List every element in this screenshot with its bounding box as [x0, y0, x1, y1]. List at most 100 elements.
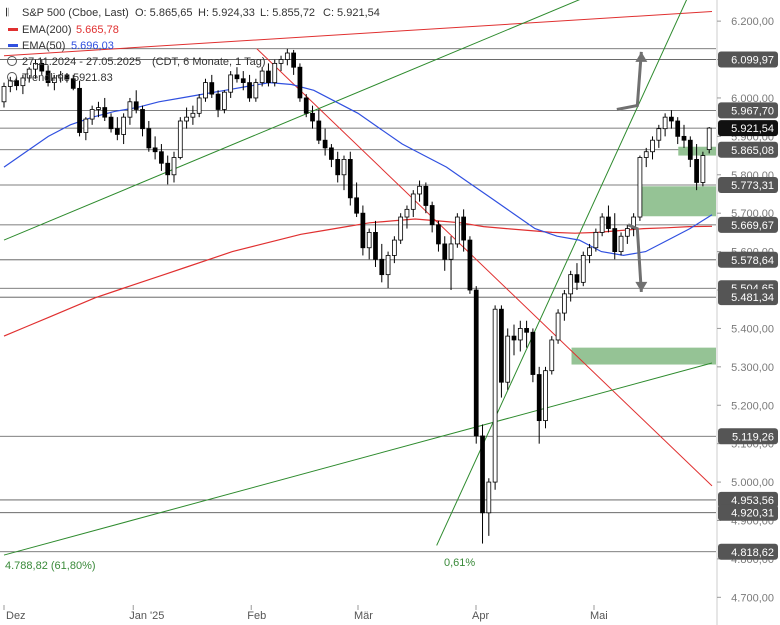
candle-body [33, 62, 38, 70]
candle [599, 213, 605, 237]
candle [177, 117, 183, 160]
price-tag [718, 428, 778, 445]
candle-body [203, 82, 208, 99]
candle [392, 236, 397, 264]
candle-body [543, 370, 548, 422]
candle-body [392, 239, 397, 256]
candle [618, 232, 624, 256]
candle-body [140, 109, 145, 130]
candle-body [612, 228, 618, 253]
price-tag-label: 5.921,54 [731, 123, 774, 135]
candle [77, 80, 82, 137]
price-tag-label: 5.578,64 [731, 255, 774, 267]
candle [643, 147, 649, 168]
candle-body [562, 293, 567, 314]
candle [511, 324, 517, 356]
x-tick-label: Apr [472, 610, 489, 622]
candle-body [52, 77, 57, 83]
candle [303, 94, 309, 118]
candle-body [398, 216, 404, 241]
candle-body [266, 70, 271, 83]
candle-body [675, 120, 681, 137]
candle-body [77, 87, 82, 133]
candle [562, 290, 567, 321]
candle-body [580, 255, 586, 283]
candle-body [373, 231, 378, 260]
ema50-line [3, 81, 713, 257]
candle-body [165, 162, 171, 176]
candle [322, 128, 328, 156]
candle-body [297, 66, 303, 99]
candle-body [524, 328, 529, 333]
candle [473, 286, 479, 444]
candle [121, 113, 126, 145]
candle [278, 55, 284, 72]
price-tag [718, 491, 778, 508]
candle [606, 205, 611, 233]
candle-body [114, 128, 120, 135]
candle [215, 90, 221, 118]
zone-rect [571, 347, 716, 365]
candle [417, 180, 422, 202]
trendline-long-red [3, 11, 713, 57]
horizontal-levels-layer [0, 48, 716, 553]
arrow-down-shaft [627, 223, 643, 293]
legend-ema50-swatch [8, 44, 18, 47]
legend-ema200-swatch [8, 28, 18, 31]
candle-body [209, 82, 215, 95]
candle [669, 110, 674, 129]
candle [159, 144, 164, 171]
price-tag-label: 5.967,70 [731, 105, 774, 117]
price-tag-label: 4.818,62 [731, 547, 774, 559]
candle [39, 59, 45, 75]
candle [341, 155, 347, 191]
candle-body [379, 258, 385, 276]
trendline-support-steep [436, 0, 688, 546]
candle [404, 205, 410, 229]
zones-layer [571, 146, 716, 365]
candle [196, 94, 202, 118]
price-tag [718, 102, 778, 119]
y-tick-label: 5.400,00 [731, 323, 774, 335]
price-tag [718, 177, 778, 194]
candle-body [259, 70, 265, 83]
candle-body [461, 216, 466, 241]
candle [70, 74, 76, 91]
candle [234, 67, 240, 83]
candle-body [385, 255, 391, 276]
candle-body [593, 231, 599, 249]
candle-body [555, 312, 561, 341]
candle-body [316, 120, 322, 141]
candle [580, 251, 586, 287]
zone-rect [638, 186, 716, 217]
candle [64, 72, 70, 83]
candle [114, 117, 120, 141]
candle [228, 71, 234, 98]
candle-body [643, 151, 649, 158]
header-open: O: 5.865,65 [135, 7, 193, 19]
trendline-resistance [256, 48, 713, 487]
candle-body [127, 101, 133, 118]
candle [329, 144, 334, 168]
candle [165, 155, 171, 185]
candle [461, 209, 466, 252]
candle-body [247, 82, 252, 99]
candle [687, 136, 693, 168]
candle-body [1, 86, 7, 103]
candle [587, 243, 592, 264]
candle-body [222, 91, 227, 110]
candle-body [70, 78, 76, 89]
candle [429, 201, 435, 233]
trendline-support-flat [3, 362, 713, 556]
candle-body [196, 97, 202, 114]
candle-body [366, 231, 372, 249]
candle [1, 82, 7, 108]
candle [706, 127, 712, 154]
candle-body [190, 112, 196, 118]
candle-body [687, 139, 693, 160]
candle-body [329, 147, 334, 160]
candle-body [360, 212, 366, 249]
candle [656, 124, 662, 148]
candle-body [240, 78, 246, 83]
candle-body [574, 274, 580, 283]
